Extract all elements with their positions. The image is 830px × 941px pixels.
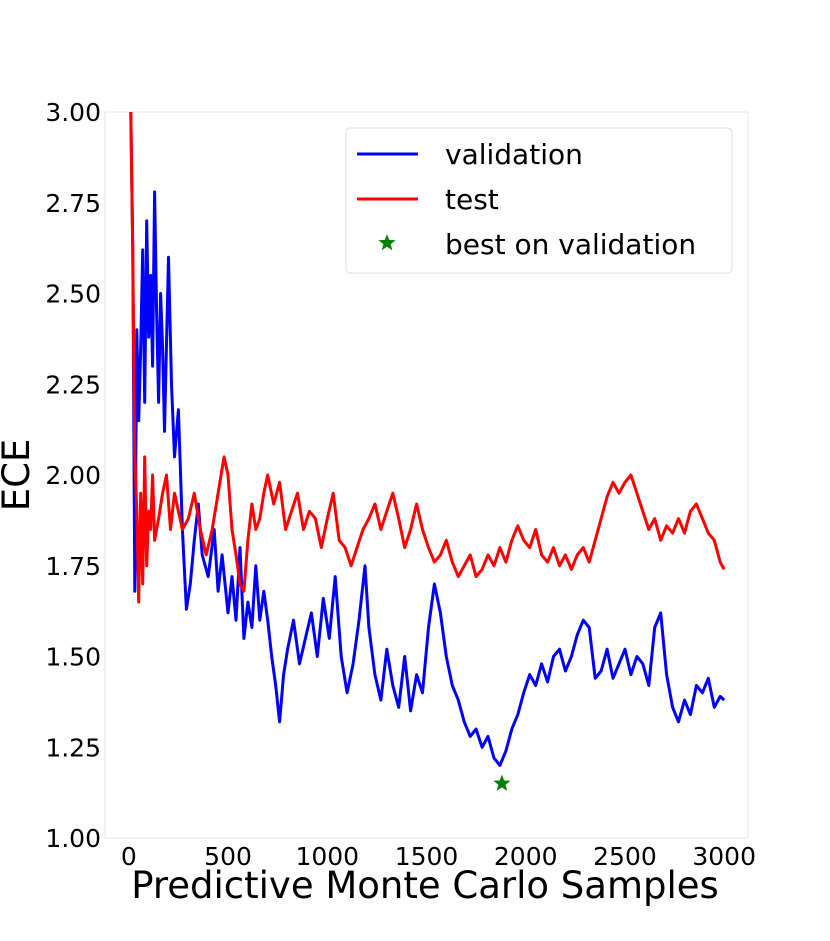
x-axis-title: Predictive Monte Carlo Samples [131,864,719,907]
y-tick-label: 1.75 [45,552,101,581]
y-tick-label: 2.00 [45,461,101,490]
x-tick-label: 0 [121,842,137,871]
y-tick-label: 1.00 [45,824,101,853]
legend-label: best on validation [445,228,696,261]
best-on-validation-marker [493,774,511,791]
legend-label: test [445,183,499,216]
series-line-test [129,111,726,604]
y-axis-ticks: 1.00 1.25 1.50 1.75 2.00 2.25 2.50 2.75 3.00 [45,98,101,853]
x-tick-label: 2000 [494,842,558,871]
x-tick-label: 1500 [395,842,459,871]
y-tick-label: 3.00 [45,98,101,127]
legend-star-icon [378,234,396,251]
legend-box [345,127,733,274]
y-tick-label: 2.25 [45,370,101,399]
legend: validation test best on validation [345,127,733,274]
x-tick-label: 3000 [692,842,756,871]
y-tick-label: 1.25 [45,733,101,762]
legend-label: validation [445,138,583,171]
series-line-validation [129,111,726,767]
x-tick-label: 2500 [593,842,657,871]
plot-area-border [104,111,749,839]
x-axis-ticks: 0 500 1000 1500 2000 2500 3000 [121,842,756,871]
plot-frame [104,111,749,839]
y-tick-label: 2.75 [45,189,101,218]
y-axis-title: ECE [0,439,38,512]
x-tick-label: 500 [204,842,252,871]
y-tick-label: 1.50 [45,643,101,672]
y-tick-label: 2.50 [45,280,101,309]
x-tick-label: 1000 [295,842,359,871]
series-layer [129,111,726,791]
